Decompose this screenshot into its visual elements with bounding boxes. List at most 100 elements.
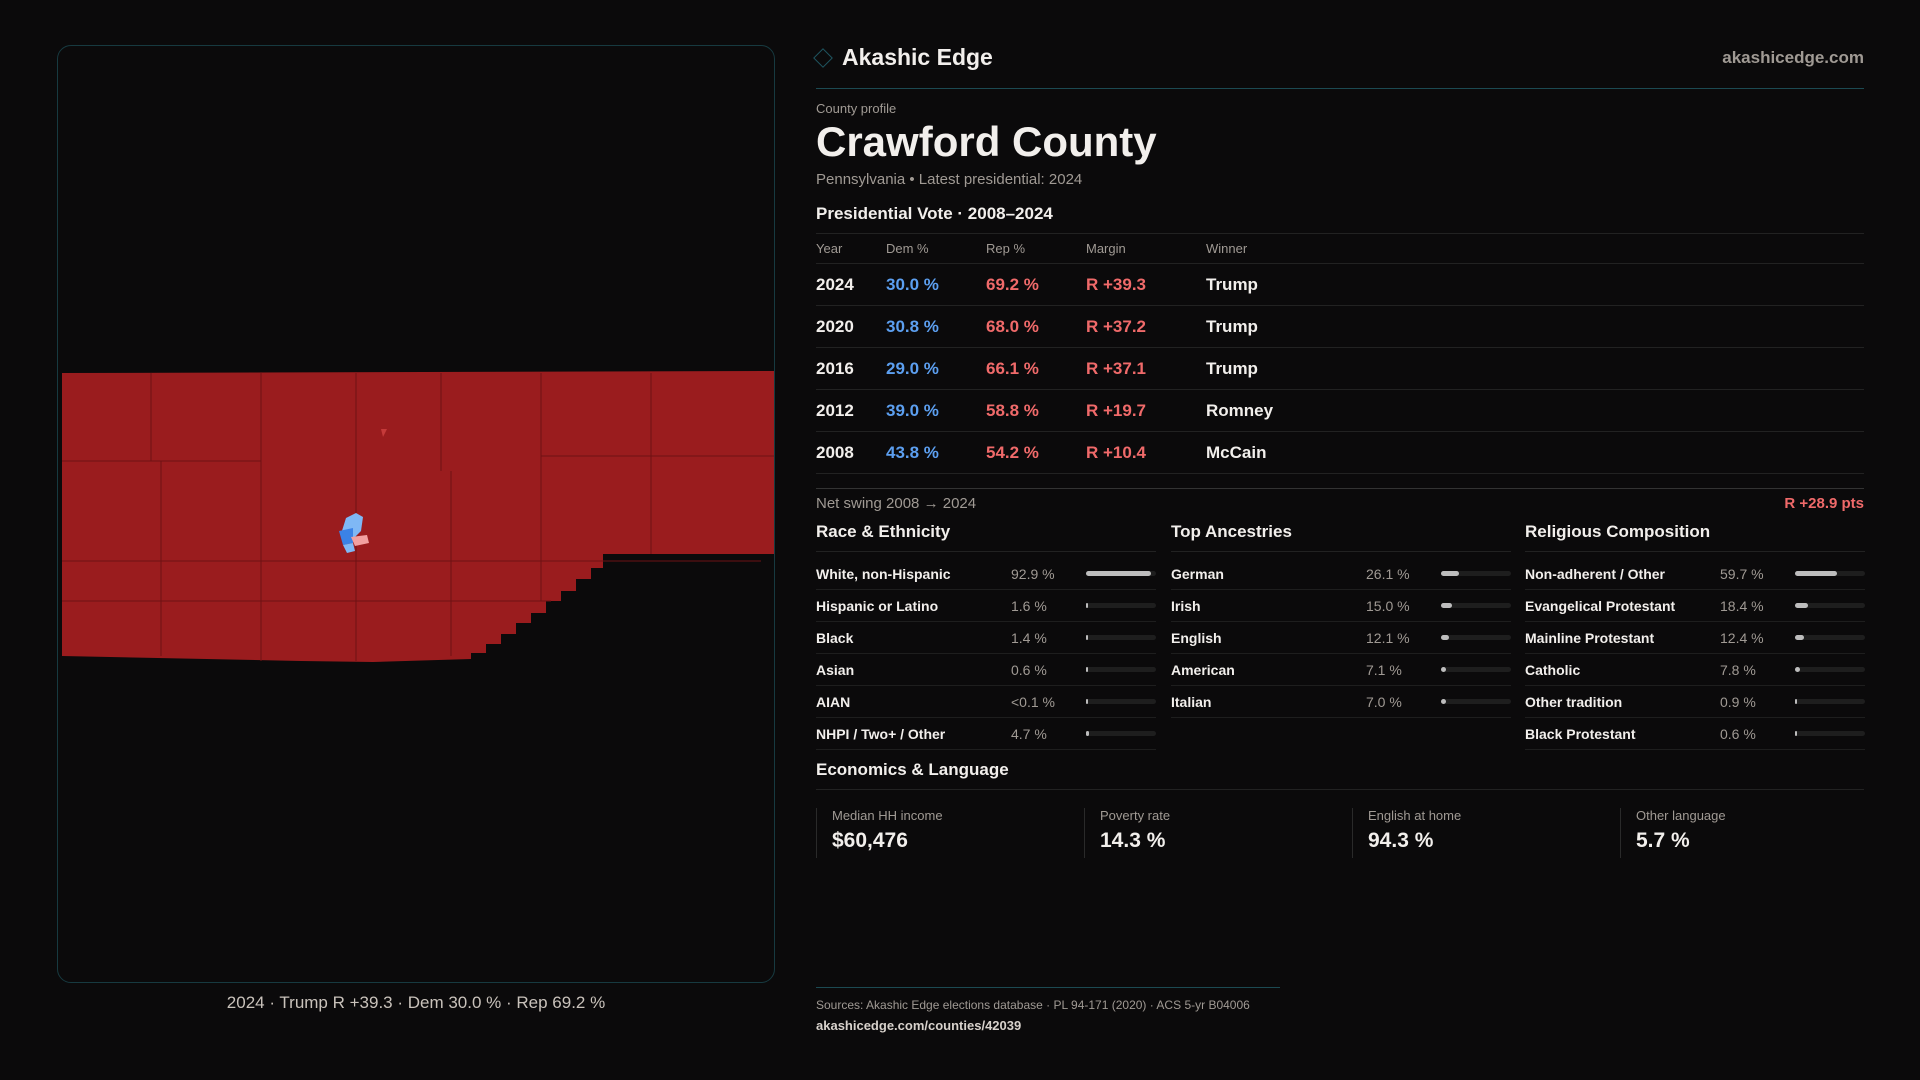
- ancestry-bar-fill: [1441, 699, 1446, 704]
- stat-label: Poverty rate: [1100, 808, 1171, 823]
- brand[interactable]: Akashic Edge: [813, 44, 993, 71]
- race-label: Asian: [816, 661, 855, 678]
- race-label: Hispanic or Latino: [816, 597, 939, 614]
- year: 2008: [816, 431, 886, 474]
- ancestry-row: German 26.1 %: [1171, 558, 1511, 590]
- swing-value: R +28.9 pts: [1784, 495, 1864, 512]
- year: 2016: [816, 347, 886, 390]
- dem-pct: 39.0 %: [886, 389, 986, 432]
- race-value: 92.9 %: [1011, 565, 1055, 582]
- religion-value: 0.9 %: [1720, 693, 1756, 710]
- race-bar-fill: [1086, 699, 1088, 704]
- col-rep: Rep %: [986, 233, 1086, 264]
- diamond-logo-icon: [813, 47, 833, 68]
- county-shape[interactable]: [62, 371, 774, 662]
- dem-pct: 30.0 %: [886, 263, 986, 306]
- ancestry-section: Top Ancestries German 26.1 % Irish 15.0 % Eng…: [1171, 522, 1511, 718]
- race-heading: Race & Ethnicity: [816, 522, 1156, 552]
- race-bar-fill: [1086, 635, 1088, 640]
- religion-label: Mainline Protestant: [1525, 629, 1655, 646]
- winner: McCain: [1206, 431, 1864, 474]
- religion-label: Evangelical Protestant: [1525, 597, 1676, 614]
- winner: Trump: [1206, 305, 1864, 348]
- sources: Sources: Akashic Edge elections database…: [816, 998, 1250, 1012]
- religion-bar-fill: [1795, 603, 1808, 608]
- religion-bar: [1795, 635, 1865, 640]
- econ-stat: Poverty rate 14.3 %: [1084, 808, 1352, 858]
- econ-stat: Median HH income $60,476: [816, 808, 1084, 858]
- county-map[interactable]: [58, 46, 775, 983]
- ancestry-row: Irish 15.0 %: [1171, 590, 1511, 622]
- map-caption: 2024 · Trump R +39.3 · Dem 30.0 % · Rep …: [226, 993, 606, 1012]
- race-row: Asian 0.6 %: [816, 654, 1156, 686]
- year: 2020: [816, 305, 886, 348]
- race-row: White, non-Hispanic 92.9 %: [816, 558, 1156, 590]
- race-value: 1.6 %: [1011, 597, 1047, 614]
- race-label: AIAN: [816, 693, 851, 710]
- ancestry-bar-fill: [1441, 603, 1452, 608]
- religion-value: 0.6 %: [1720, 725, 1756, 742]
- margin: R +37.1: [1086, 347, 1206, 390]
- race-bar: [1086, 635, 1156, 640]
- religion-label: Other tradition: [1525, 693, 1623, 710]
- county-map-panel[interactable]: [57, 45, 775, 983]
- race-label: NHPI / Two+ / Other: [816, 725, 946, 742]
- ancestry-row: Italian 7.0 %: [1171, 686, 1511, 718]
- page-title: Crawford County: [816, 118, 1157, 165]
- vote-heading: Presidential Vote · 2008–2024: [816, 204, 1053, 223]
- religion-bar: [1795, 667, 1865, 672]
- religion-heading: Religious Composition: [1525, 522, 1865, 552]
- col-dem: Dem %: [886, 233, 986, 264]
- ancestry-row: English 12.1 %: [1171, 622, 1511, 654]
- winner: Trump: [1206, 263, 1864, 306]
- ancestry-bar: [1441, 699, 1511, 704]
- vote-table: Year Dem % Rep % Margin Winner 2024 30.0 …: [816, 233, 1864, 474]
- religion-value: 12.4 %: [1720, 629, 1764, 646]
- dem-pct: 30.8 %: [886, 305, 986, 348]
- ancestry-label: Italian: [1171, 693, 1212, 710]
- race-row: AIAN <0.1 %: [816, 686, 1156, 718]
- ancestry-bar-fill: [1441, 667, 1446, 672]
- religion-bar-fill: [1795, 635, 1804, 640]
- margin: R +37.2: [1086, 305, 1206, 348]
- religion-label: Non-adherent / Other: [1525, 565, 1666, 582]
- brand-name: Akashic Edge: [842, 44, 993, 70]
- vote-row: 2008 43.8 % 54.2 % R +10.4 McCain: [816, 431, 1864, 474]
- margin: R +39.3: [1086, 263, 1206, 306]
- page-subtitle: Pennsylvania • Latest presidential: 2024: [816, 171, 1083, 188]
- ancestry-row: American 7.1 %: [1171, 654, 1511, 686]
- stat-value: 14.3 %: [1100, 829, 1166, 852]
- race-row: Hispanic or Latino 1.6 %: [816, 590, 1156, 622]
- ancestry-label: German: [1171, 565, 1224, 582]
- race-bar: [1086, 699, 1156, 704]
- race-bar: [1086, 731, 1156, 736]
- race-bar-fill: [1086, 603, 1088, 608]
- econ-stat: English at home 94.3 %: [1352, 808, 1620, 858]
- religion-bar: [1795, 571, 1865, 576]
- religion-row: Mainline Protestant 12.4 %: [1525, 622, 1865, 654]
- race-bar: [1086, 603, 1156, 608]
- vote-row: 2024 30.0 % 69.2 % R +39.3 Trump: [816, 263, 1864, 306]
- col-winner: Winner: [1206, 233, 1864, 264]
- ancestry-value: 12.1 %: [1366, 629, 1410, 646]
- race-bar: [1086, 667, 1156, 672]
- stat-value: $60,476: [832, 829, 908, 852]
- page-url[interactable]: akashicedge.com/counties/42039: [816, 1018, 1022, 1033]
- religion-bar-fill: [1795, 731, 1797, 736]
- dem-pct: 43.8 %: [886, 431, 986, 474]
- religion-row: Black Protestant 0.6 %: [1525, 718, 1865, 750]
- winner: Romney: [1206, 389, 1864, 432]
- net-swing: Net swing 2008 → 2024 R +28.9 pts: [816, 488, 1864, 512]
- econ-stat: Other language 5.7 %: [1620, 808, 1888, 858]
- page-kicker: County profile: [816, 101, 897, 116]
- religion-section: Religious Composition Non-adherent / Othe…: [1525, 522, 1865, 750]
- race-bar-fill: [1086, 667, 1088, 672]
- religion-bar: [1795, 699, 1865, 704]
- dem-pct: 29.0 %: [886, 347, 986, 390]
- site-link[interactable]: akashicedge.com: [1722, 48, 1864, 67]
- year: 2024: [816, 263, 886, 306]
- race-label: Black: [816, 629, 854, 646]
- religion-bar-fill: [1795, 571, 1837, 576]
- race-bar: [1086, 571, 1156, 576]
- year: 2012: [816, 389, 886, 432]
